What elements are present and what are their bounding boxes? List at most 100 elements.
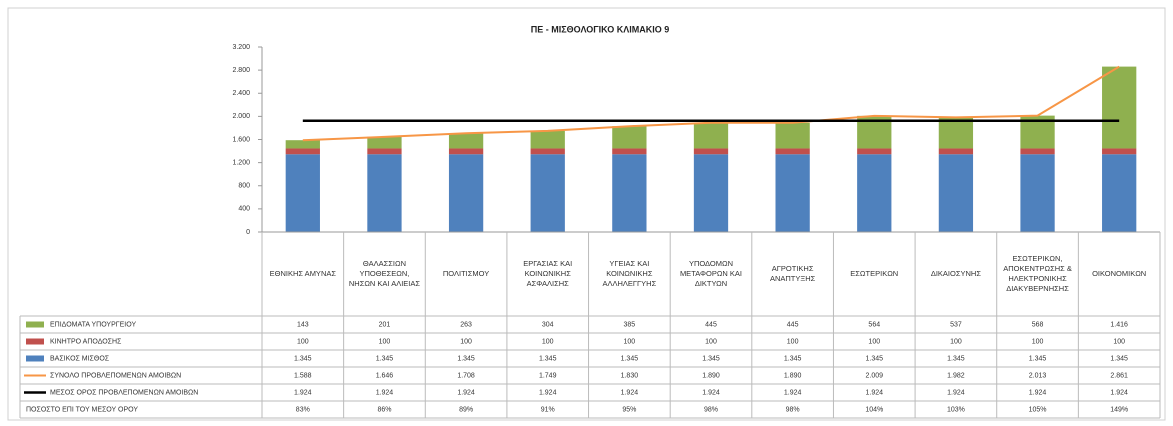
table-cell: 100: [624, 338, 636, 345]
table-cell: 445: [787, 321, 799, 328]
table-cell: 100: [1032, 338, 1044, 345]
table-cell: 2.013: [1029, 372, 1047, 379]
table-cell: 1.924: [539, 389, 557, 396]
table-cell: 1.345: [866, 355, 884, 362]
bar-segment: [938, 117, 974, 149]
bar-segment: [530, 130, 565, 149]
table-cell: 564: [868, 321, 880, 328]
table-cell: 143: [297, 321, 309, 328]
table-cell: 83%: [296, 406, 310, 413]
table-cell: 1.345: [457, 355, 475, 362]
table-cell: 100: [787, 338, 799, 345]
y-tick-label: 1.600: [232, 136, 250, 143]
bar-segment: [693, 154, 729, 232]
bar-segment: [612, 148, 647, 155]
bar-segment: [285, 148, 320, 155]
y-tick-label: 2.400: [232, 90, 250, 97]
category-label: ΔΙΚΑΙΟΣΥΝΗΣ: [930, 269, 981, 278]
bar-segment: [285, 154, 320, 232]
bar-segment: [367, 136, 402, 149]
table-cell: 1.924: [1029, 389, 1047, 396]
category-label: ΕΡΓΑΣΙΑΣ ΚΑΙ ΚΟΙΝΩΝΙΚΗΣ ΑΣΦΑΛΙΣΗΣ: [523, 259, 573, 288]
bar-segment: [448, 154, 484, 232]
bar-segment: [1102, 66, 1137, 149]
category-label: ΕΘΝΙΚΗΣ ΑΜΥΝΑΣ: [269, 269, 336, 278]
table-cell: 100: [705, 338, 717, 345]
table-cell: 568: [1032, 321, 1044, 328]
bar-segment: [1020, 148, 1055, 155]
table-cell: 1.924: [702, 389, 720, 396]
bar-segment: [612, 154, 647, 232]
table-cell: 98%: [704, 406, 718, 413]
table-cell: 1.345: [621, 355, 639, 362]
table-cell: 1.924: [294, 389, 312, 396]
table-cell: 263: [460, 321, 472, 328]
table-cell: 95%: [622, 406, 636, 413]
bar-segment: [938, 154, 974, 232]
table-cell: 100: [542, 338, 554, 345]
chart-frame: [7, 7, 1166, 421]
category-label: ΑΓΡΟΤΙΚΗΣ ΑΝΑΠΤΥΞΗΣ: [769, 264, 816, 283]
table-cell: 98%: [786, 406, 800, 413]
table-cell: 1.924: [784, 389, 802, 396]
table-cell: 1.924: [866, 389, 884, 396]
table-cell: 445: [705, 321, 717, 328]
category-label: ΘΑΛΑΣΣΙΩΝ ΥΠΟΘΕΣΕΩΝ, ΝΗΣΩΝ ΚΑΙ ΑΛΙΕΙΑΣ: [348, 259, 421, 288]
table-cell: 1.345: [539, 355, 557, 362]
y-tick-label: 0: [246, 229, 250, 236]
bar-segment: [938, 148, 974, 155]
category-label: ΠΟΛΙΤΙΣΜΟΥ: [442, 269, 490, 278]
table-cell: 100: [868, 338, 880, 345]
chart-title: ΠΕ - ΜΙΣΘΟΛΟΓΙΚΟ ΚΛΙΜΑΚΙΟ 9: [531, 24, 669, 34]
bar-segment: [530, 148, 565, 155]
table-cell: 1.924: [376, 389, 394, 396]
table-cell: 1.924: [1110, 389, 1128, 396]
bar-segment: [857, 154, 892, 232]
table-cell: 201: [379, 321, 391, 328]
table-cell: 91%: [541, 406, 555, 413]
bar-segment: [1020, 154, 1055, 232]
table-cell: 1.890: [784, 372, 802, 379]
legend-label: ΣΥΝΟΛΟ ΠΡΟΒΛΕΠΟΜΕΝΩΝ ΑΜΟΙΒΩΝ: [50, 372, 181, 379]
table-cell: 104%: [865, 406, 883, 413]
bar-segment: [448, 133, 484, 149]
legend-swatch: [26, 338, 44, 345]
legend-label: ΜΕΣΟΣ ΟΡΟΣ ΠΡΟΒΛΕΠΟΜΕΝΩΝ ΑΜΟΙΒΩΝ: [50, 389, 198, 396]
table-cell: 100: [460, 338, 472, 345]
table-cell: 1.588: [294, 372, 312, 379]
bar-segment: [448, 148, 484, 155]
y-tick-label: 3.200: [232, 44, 250, 51]
bar-segment: [612, 126, 647, 149]
category-label: ΥΠΟΔΟΜΩΝ ΜΕΤΑΦΟΡΩΝ ΚΑΙ ΔΙΚΤΥΩΝ: [679, 259, 743, 288]
bar-segment: [530, 154, 565, 232]
table-cell: 1.924: [947, 389, 965, 396]
table-cell: 1.345: [1029, 355, 1047, 362]
row-label: ΠΟΣΟΣΤΟ ΕΠΙ ΤΟΥ ΜΕΣΟΥ ΟΡΟΥ: [26, 406, 138, 413]
table-cell: 103%: [947, 406, 965, 413]
bar-segment: [1102, 154, 1137, 232]
legend-swatch: [26, 355, 44, 362]
legend-label: ΒΑΣΙΚΟΣ ΜΙΣΘΟΣ: [50, 355, 110, 362]
bar-segment: [693, 148, 729, 155]
table-cell: 1.830: [621, 372, 639, 379]
table-cell: 1.416: [1110, 321, 1128, 328]
table-cell: 100: [950, 338, 962, 345]
category-label: ΕΣΩΤΕΡΙΚΩΝ: [850, 269, 899, 278]
table-cell: 2.009: [866, 372, 884, 379]
table-cell: 1.345: [1110, 355, 1128, 362]
y-tick-label: 2.800: [232, 67, 250, 74]
category-label: ΟΙΚΟΝΟΜΙΚΩΝ: [1092, 269, 1147, 278]
table-cell: 100: [379, 338, 391, 345]
y-tick-label: 400: [238, 206, 250, 213]
bar-segment: [367, 154, 402, 232]
table-cell: 2.861: [1110, 372, 1128, 379]
table-cell: 89%: [459, 406, 473, 413]
table-cell: 1.708: [457, 372, 475, 379]
bar-segment: [1102, 148, 1137, 155]
table-cell: 1.345: [784, 355, 802, 362]
legend-swatch: [26, 321, 44, 328]
table-cell: 1.924: [457, 389, 475, 396]
table-cell: 1.345: [947, 355, 965, 362]
